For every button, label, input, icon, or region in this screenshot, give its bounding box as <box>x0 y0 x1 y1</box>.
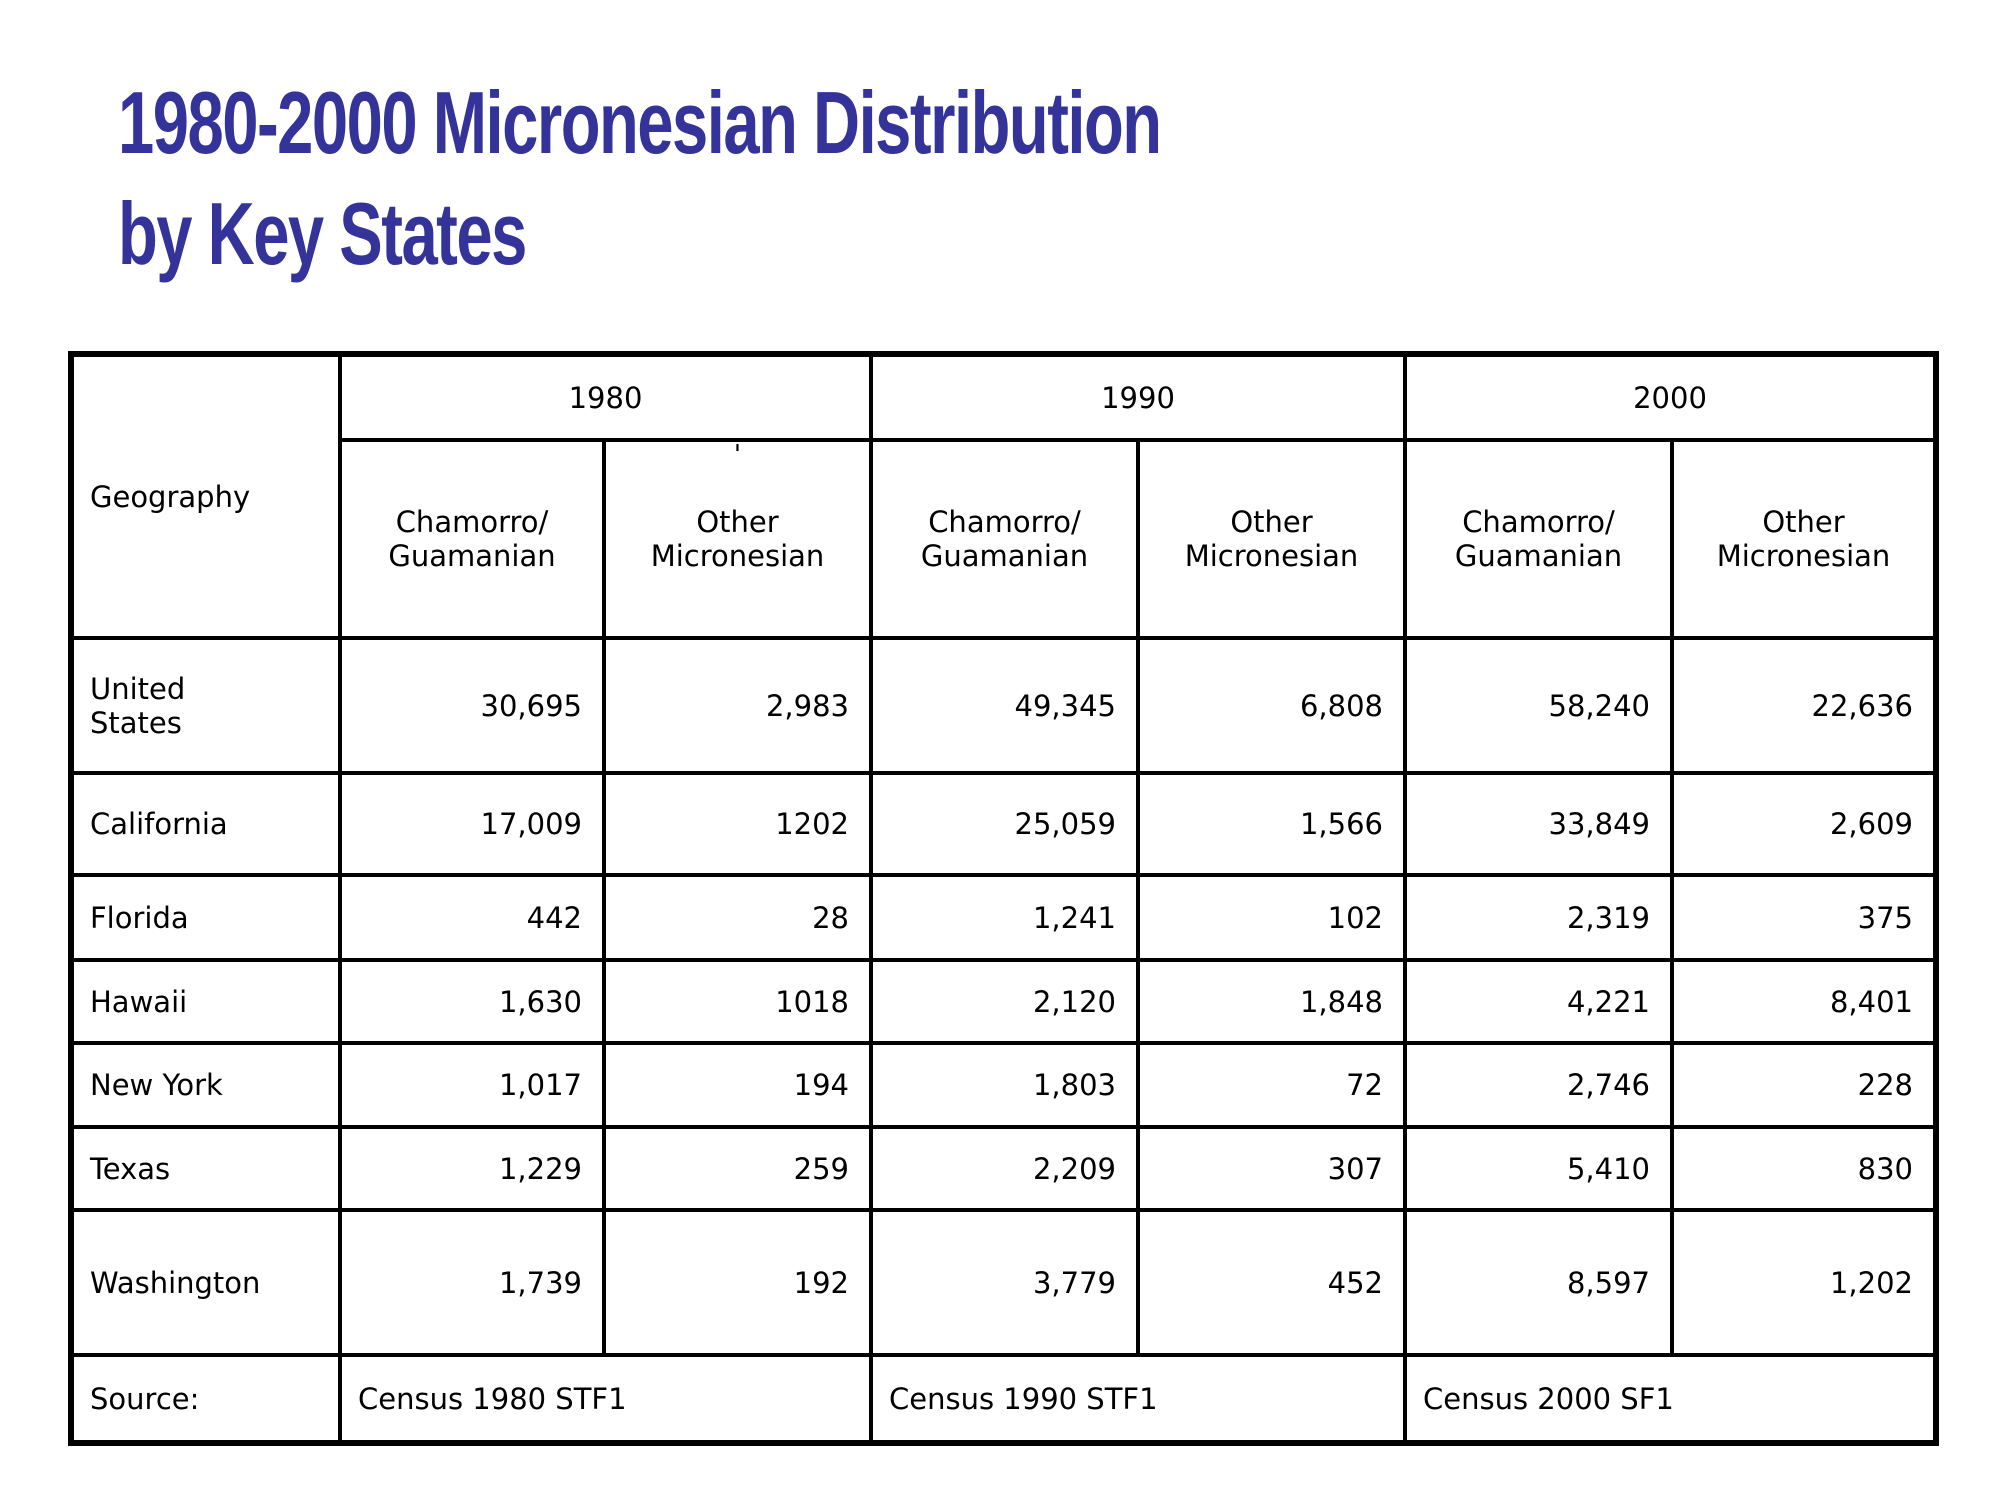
subheader-label: Chamorro/ Guamanian <box>1454 505 1623 573</box>
value-cell: 2,746 <box>1403 1041 1674 1129</box>
year-header-1990: 1990 <box>869 352 1407 442</box>
value-cell: 49,345 <box>869 636 1140 775</box>
source-row: Source: Census 1980 STF1 Census 1990 STF… <box>69 1353 1938 1445</box>
value-cell: 2,120 <box>869 958 1140 1045</box>
value-cell: 830 <box>1670 1125 1938 1212</box>
subheader-label: Other Micronesian <box>1184 505 1359 573</box>
value-cell: 1,630 <box>338 958 606 1045</box>
subheader-1980-other: ' Other Micronesian <box>602 438 873 640</box>
value-cell: 1,202 <box>1670 1208 1938 1357</box>
stray-apostrophe-mark: ' <box>733 440 742 470</box>
geography-cell: Washington <box>69 1208 342 1357</box>
subheader-1990-other: Other Micronesian <box>1136 438 1407 640</box>
source-1990-cell: Census 1990 STF1 <box>869 1353 1407 1445</box>
value-cell: 72 <box>1136 1041 1407 1129</box>
value-cell: 8,597 <box>1403 1208 1674 1357</box>
table-row-united-states: United States 30,695 2,983 49,345 6,808 … <box>69 636 1938 775</box>
source-2000-cell: Census 2000 SF1 <box>1403 1353 1938 1445</box>
value-cell: 259 <box>602 1125 873 1212</box>
value-cell: 17,009 <box>338 771 606 877</box>
subheader-2000-other: Other Micronesian <box>1670 438 1938 640</box>
value-cell: 1,017 <box>338 1041 606 1129</box>
value-cell: 1,229 <box>338 1125 606 1212</box>
source-1980-cell: Census 1980 STF1 <box>338 1353 873 1445</box>
value-cell: 2,209 <box>869 1125 1140 1212</box>
value-cell: 58,240 <box>1403 636 1674 775</box>
subheader-1980-chamorro: Chamorro/ Guamanian <box>338 438 606 640</box>
table-row-hawaii: Hawaii 1,630 1018 2,120 1,848 4,221 8,40… <box>69 958 1938 1045</box>
table-row-washington: Washington 1,739 192 3,779 452 8,597 1,2… <box>69 1208 1938 1357</box>
value-cell: 442 <box>338 873 606 962</box>
value-cell: 22,636 <box>1670 636 1938 775</box>
geography-cell: United States <box>69 636 342 775</box>
value-cell: 307 <box>1136 1125 1407 1212</box>
table-row-florida: Florida 442 28 1,241 102 2,319 375 <box>69 873 1938 962</box>
value-cell: 1,848 <box>1136 958 1407 1045</box>
value-cell: 1,739 <box>338 1208 606 1357</box>
value-cell: 228 <box>1670 1041 1938 1129</box>
year-header-2000: 2000 <box>1403 352 1938 442</box>
subheader-2000-chamorro: Chamorro/ Guamanian <box>1403 438 1674 640</box>
table-row-california: California 17,009 1202 25,059 1,566 33,8… <box>69 771 1938 877</box>
geography-cell: California <box>69 771 342 877</box>
geography-cell: Florida <box>69 873 342 962</box>
subheader-1990-chamorro: Chamorro/ Guamanian <box>869 438 1140 640</box>
value-cell: 375 <box>1670 873 1938 962</box>
page-title: 1980-2000 Micronesian Distribution by Ke… <box>118 68 1162 290</box>
geography-cell: New York <box>69 1041 342 1129</box>
value-cell: 25,059 <box>869 771 1140 877</box>
value-cell: 28 <box>602 873 873 962</box>
value-cell: 2,983 <box>602 636 873 775</box>
table-row-new-york: New York 1,017 194 1,803 72 2,746 228 <box>69 1041 1938 1129</box>
geography-header-cell: Geography <box>69 352 342 640</box>
value-cell: 1,803 <box>869 1041 1140 1129</box>
subheader-label: Chamorro/ Guamanian <box>920 505 1089 573</box>
micronesian-distribution-table: Geography 1980 1990 2000 Chamorro/ Guama… <box>68 351 1939 1446</box>
subheader-label: Other Micronesian <box>650 505 825 573</box>
value-cell: 3,779 <box>869 1208 1140 1357</box>
value-cell: 30,695 <box>338 636 606 775</box>
year-header-1980: 1980 <box>338 352 873 442</box>
page-title-line-1: 1980-2000 Micronesian Distribution <box>118 73 1162 172</box>
subheader-label: Chamorro/ Guamanian <box>388 505 556 573</box>
value-cell: 192 <box>602 1208 873 1357</box>
value-cell: 1,566 <box>1136 771 1407 877</box>
table-row-texas: Texas 1,229 259 2,209 307 5,410 830 <box>69 1125 1938 1212</box>
geography-cell: Hawaii <box>69 958 342 1045</box>
value-cell: 2,319 <box>1403 873 1674 962</box>
value-cell: 2,609 <box>1670 771 1938 877</box>
value-cell: 102 <box>1136 873 1407 962</box>
value-cell: 4,221 <box>1403 958 1674 1045</box>
value-cell: 452 <box>1136 1208 1407 1357</box>
value-cell: 1,241 <box>869 873 1140 962</box>
source-label-cell: Source: <box>69 1353 342 1445</box>
subheader-label: Other Micronesian <box>1716 505 1891 573</box>
year-header-row: Geography 1980 1990 2000 <box>69 352 1938 640</box>
value-cell: 8,401 <box>1670 958 1938 1045</box>
value-cell: 1202 <box>602 771 873 877</box>
value-cell: 194 <box>602 1041 873 1129</box>
geography-cell: Texas <box>69 1125 342 1212</box>
page-title-line-2: by Key States <box>118 183 527 283</box>
value-cell: 1018 <box>602 958 873 1045</box>
subheader-row: Chamorro/ Guamanian ' Other Micronesian C… <box>71 438 1938 640</box>
value-cell: 33,849 <box>1403 771 1674 877</box>
value-cell: 6,808 <box>1136 636 1407 775</box>
value-cell: 5,410 <box>1403 1125 1674 1212</box>
